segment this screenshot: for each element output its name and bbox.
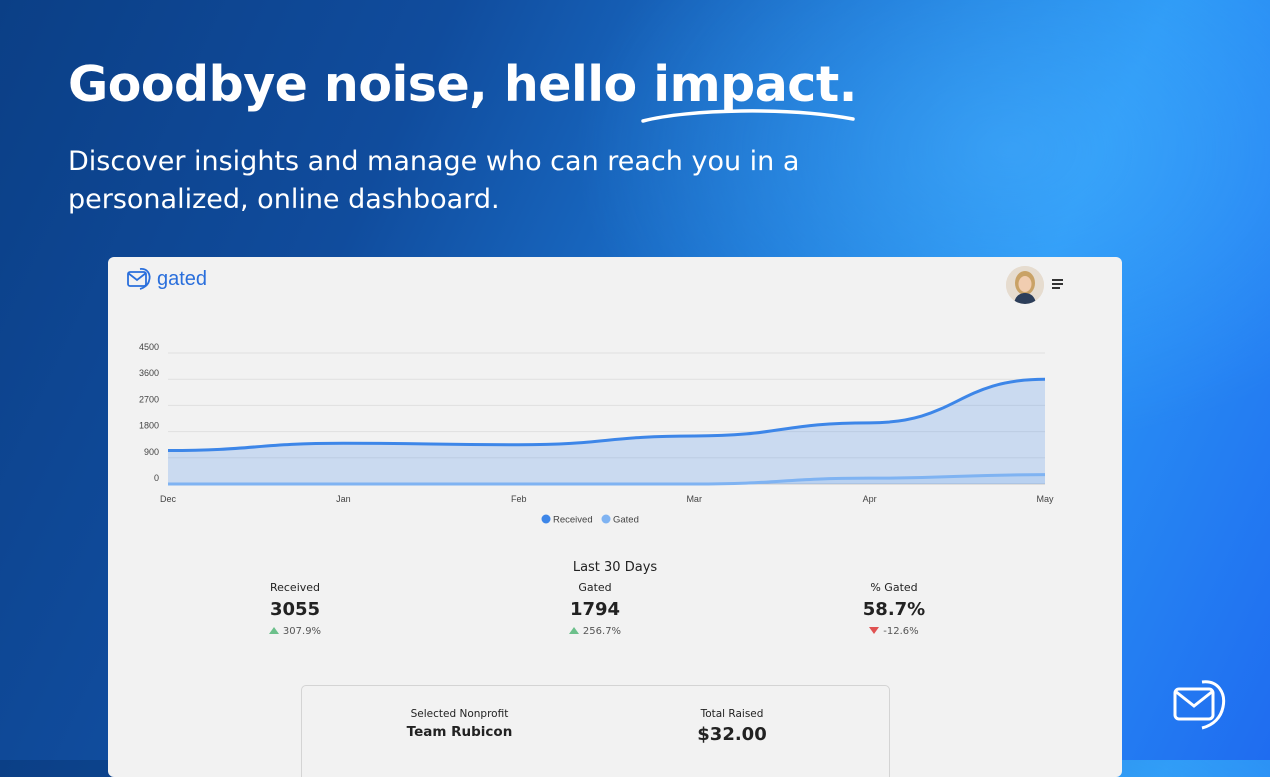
stat-gated: Gated 1794 256.7% bbox=[505, 581, 685, 637]
chart-areas bbox=[167, 377, 1046, 486]
stat-percent-gated: % Gated 58.7% -12.6% bbox=[804, 581, 984, 637]
stat-change-value: 256.7% bbox=[582, 626, 622, 637]
headline-accent: impact bbox=[641, 56, 856, 123]
underline-swoosh-icon bbox=[641, 109, 856, 123]
y-axis: 0 900 1800 2700 3600 4500 bbox=[139, 342, 159, 483]
total-raised: Total Raised $32.00 bbox=[642, 708, 822, 745]
hero-headline: Goodbye noise, hello impact. bbox=[68, 56, 858, 123]
stat-change: 307.9% bbox=[205, 626, 385, 637]
y-tick-label: 900 bbox=[144, 447, 159, 457]
area-fill-received bbox=[168, 379, 1045, 484]
total-raised-label: Total Raised bbox=[700, 708, 764, 720]
hero-subheadline: Discover insights and manage who can rea… bbox=[68, 146, 800, 215]
trend-down-icon bbox=[869, 627, 880, 634]
headline-accent-text: impact bbox=[653, 56, 839, 113]
legend-marker bbox=[601, 514, 611, 524]
stat-value: 58.7% bbox=[862, 599, 926, 620]
trend-up-icon bbox=[568, 627, 579, 634]
y-tick-label: 3600 bbox=[139, 368, 159, 378]
envelope-logo-icon bbox=[127, 268, 151, 290]
x-tick-label: May bbox=[1036, 494, 1054, 504]
x-tick-label: Apr bbox=[863, 494, 877, 504]
stat-change: 256.7% bbox=[505, 626, 685, 637]
x-tick-label: Feb bbox=[511, 494, 527, 504]
period-label: Last 30 Days bbox=[572, 560, 658, 575]
area-fill-gated bbox=[168, 474, 1045, 484]
stat-change-value: 307.9% bbox=[282, 626, 322, 637]
brand-logo-icon bbox=[1173, 680, 1226, 730]
stat-label: Received bbox=[269, 581, 321, 594]
stat-value: 1794 bbox=[569, 599, 621, 620]
total-raised-value: $32.00 bbox=[697, 724, 767, 745]
selected-nonprofit: Selected Nonprofit Team Rubicon bbox=[352, 708, 567, 740]
selected-nonprofit-label: Selected Nonprofit bbox=[410, 708, 509, 720]
stat-change-value: -12.6% bbox=[883, 626, 919, 637]
avatar-image bbox=[1006, 266, 1044, 304]
logo-text: gated bbox=[157, 267, 208, 290]
app-logo[interactable]: gated bbox=[126, 267, 207, 291]
x-axis: Dec Jan Feb Mar Apr May bbox=[160, 494, 1054, 504]
legend-label: Received bbox=[553, 515, 593, 526]
y-tick-label: 0 bbox=[154, 473, 159, 483]
trend-up-icon bbox=[268, 627, 279, 634]
headline-end: . bbox=[838, 56, 858, 113]
x-tick-label: Mar bbox=[686, 494, 702, 504]
stat-label: Gated bbox=[578, 581, 612, 594]
nonprofit-panel[interactable]: Selected Nonprofit Team Rubicon Total Ra… bbox=[301, 685, 890, 777]
legend-label: Gated bbox=[613, 515, 639, 526]
selected-nonprofit-name: Team Rubicon bbox=[406, 724, 513, 740]
x-tick-label: Dec bbox=[160, 494, 177, 504]
series-line-gated bbox=[167, 473, 1046, 486]
stat-received: Received 3055 307.9% bbox=[205, 581, 385, 637]
dashboard-card: gated 0 900 1800 2700 3600 4500 Dec Jan Feb Mar A… bbox=[108, 257, 1122, 777]
y-tick-label: 2700 bbox=[139, 394, 159, 404]
stat-value: 3055 bbox=[269, 599, 321, 620]
legend-marker bbox=[541, 514, 551, 524]
chart-legend[interactable]: Received Gated bbox=[541, 514, 639, 526]
x-tick-label: Jan bbox=[336, 494, 351, 504]
y-tick-label: 4500 bbox=[139, 342, 159, 352]
avatar[interactable] bbox=[1006, 266, 1044, 304]
series-line-received bbox=[167, 377, 1046, 453]
stat-label: % Gated bbox=[870, 581, 918, 594]
headline-lead: Goodbye noise, hello bbox=[68, 56, 654, 113]
stat-change: -12.6% bbox=[804, 626, 984, 637]
y-tick-label: 1800 bbox=[139, 421, 159, 431]
menu-icon[interactable] bbox=[1052, 279, 1063, 289]
